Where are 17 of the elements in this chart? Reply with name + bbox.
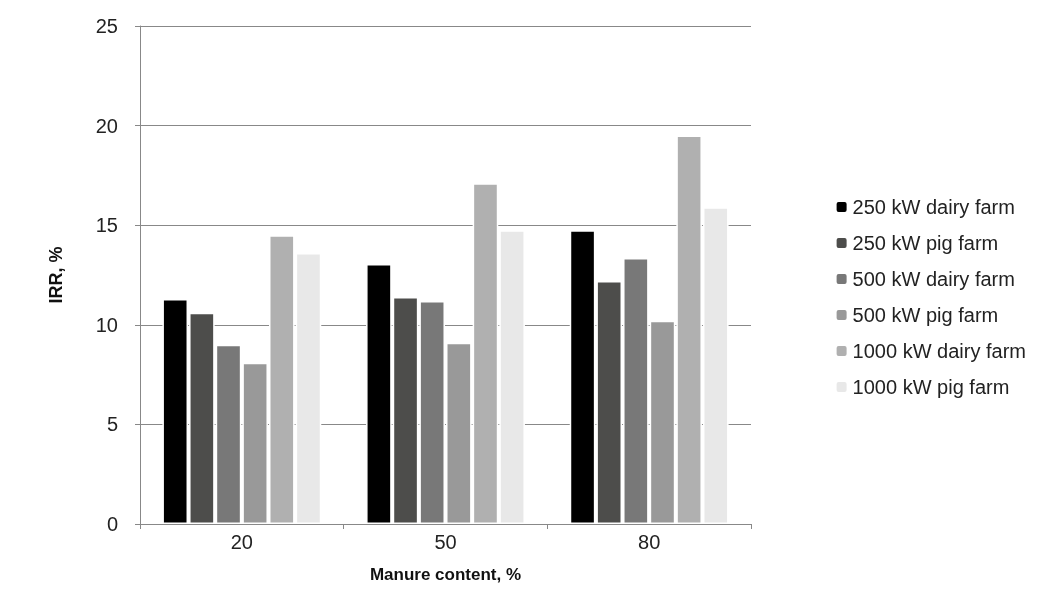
y-tick-label: 25 (95, 15, 118, 37)
y-tick-label: 15 (95, 214, 118, 237)
legend-label: 250 kW dairy farm (852, 196, 1015, 218)
x-tick-label: 80 (638, 531, 661, 553)
x-tick-label: 20 (230, 531, 253, 553)
legend-label: 1000 kW pig farm (852, 376, 1010, 398)
y-tick-label: 20 (95, 114, 118, 137)
legend-label: 250 kW pig farm (852, 232, 999, 254)
legend-label: 500 kW dairy farm (852, 268, 1015, 290)
y-axis-title: IRR, % (46, 246, 66, 304)
legend-label: 1000 kW dairy farm (852, 340, 1026, 362)
y-tick-label: 5 (106, 413, 118, 436)
x-axis-title: Manure content, % (369, 565, 522, 584)
x-tick-label: 50 (434, 531, 457, 553)
legend-label: 500 kW pig farm (852, 304, 999, 326)
y-tick-label: 10 (95, 313, 118, 336)
y-tick-label: 0 (106, 513, 118, 535)
